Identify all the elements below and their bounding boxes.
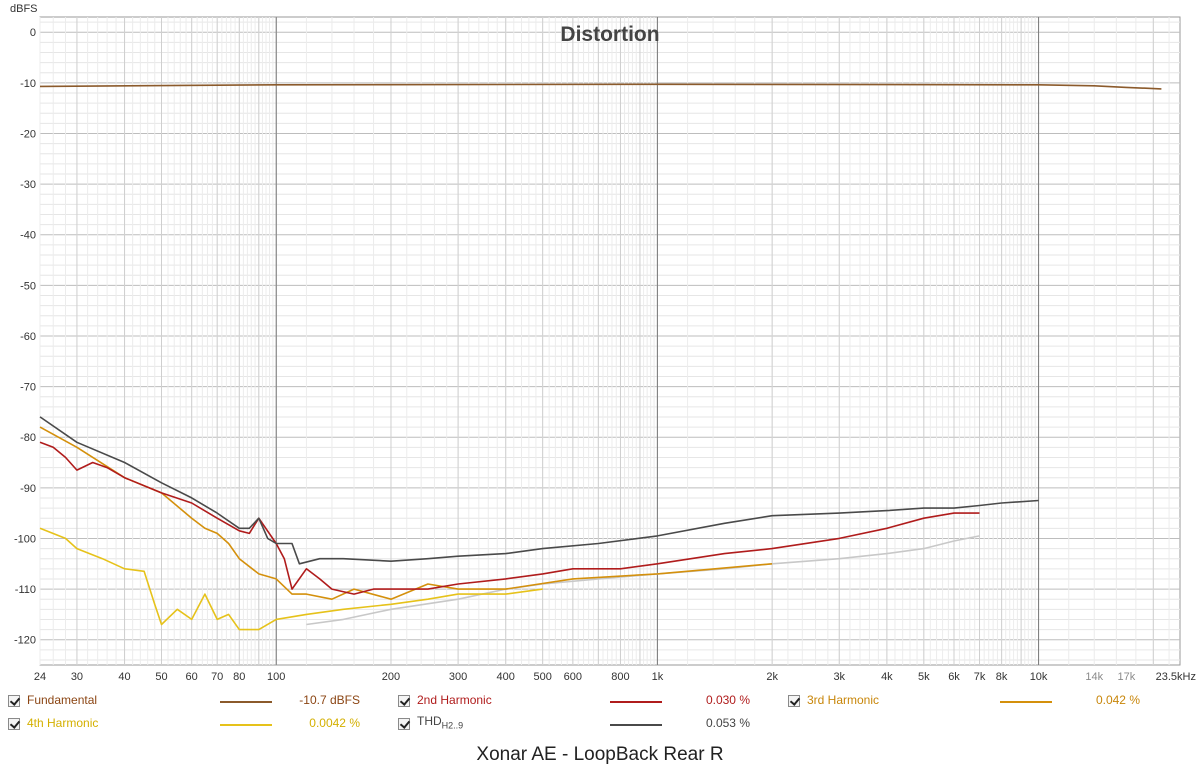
legend-4th-harmonic-label: 4th Harmonic bbox=[27, 716, 99, 730]
y-tick-label: -20 bbox=[20, 128, 36, 140]
legend-row-2: 4th Harmonic 0.0042 % THDH2..9 0.053 % bbox=[0, 714, 1200, 734]
series-line-2nd-harmonic bbox=[39, 441, 980, 595]
legend-3rd-harmonic-value: 0.042 % bbox=[1095, 693, 1140, 707]
legend-fundamental-swatch bbox=[220, 701, 272, 703]
checkbox-4th-harmonic[interactable] bbox=[8, 718, 20, 730]
y-tick-label: -50 bbox=[20, 280, 36, 292]
x-tick-label: 10k bbox=[1030, 671, 1048, 683]
x-tick-label: 14k bbox=[1085, 671, 1103, 683]
legend-3rd-harmonic[interactable] bbox=[788, 691, 800, 711]
legend-4th-harmonic-value: 0.0042 % bbox=[309, 716, 360, 730]
legend-row-1: Fundamental -10.7 dBFS 2nd Harmonic 0.03… bbox=[0, 691, 1200, 711]
x-tick-label: 80 bbox=[233, 671, 245, 683]
x-tick-label: 6k bbox=[948, 671, 960, 683]
y-tick-label: -30 bbox=[20, 179, 36, 191]
x-tick-label: 600 bbox=[564, 671, 582, 683]
x-tick-label: 300 bbox=[449, 671, 467, 683]
x-tick-label: 500 bbox=[533, 671, 551, 683]
y-tick-label: -120 bbox=[14, 635, 36, 647]
y-tick-label: -80 bbox=[20, 432, 36, 444]
legend-thd-label: THDH2..9 bbox=[417, 714, 463, 730]
checkbox-fundamental[interactable] bbox=[8, 695, 20, 707]
legend-3rd-harmonic-swatch bbox=[1000, 701, 1052, 703]
legend-thd-subscript: H2..9 bbox=[441, 720, 464, 731]
y-tick-label: -70 bbox=[20, 382, 36, 394]
x-tick-label: 40 bbox=[118, 671, 130, 683]
y-tick-label: -10 bbox=[20, 78, 36, 90]
x-tick-label: 30 bbox=[71, 671, 83, 683]
x-tick-label: 5k bbox=[918, 671, 930, 683]
x-tick-label: 200 bbox=[382, 671, 400, 683]
legend-2nd-harmonic-value: 0.030 % bbox=[705, 693, 750, 707]
y-tick-label: -60 bbox=[20, 331, 36, 343]
y-tick-label: 0 bbox=[30, 27, 36, 39]
x-tick-label: 8k bbox=[996, 671, 1008, 683]
x-tick-label: 17k bbox=[1118, 671, 1136, 683]
legend-4th-harmonic-swatch bbox=[220, 724, 272, 726]
checkbox-3rd-harmonic[interactable] bbox=[788, 695, 800, 707]
legend-4th-harmonic[interactable] bbox=[8, 714, 20, 734]
legend-thd-swatch bbox=[610, 724, 662, 726]
x-tick-label: 100 bbox=[267, 671, 285, 683]
x-tick-label: 50 bbox=[155, 671, 167, 683]
series-line-4th-harmonic bbox=[39, 527, 543, 631]
x-tick-label: 800 bbox=[611, 671, 629, 683]
x-tick-label: 70 bbox=[211, 671, 223, 683]
series-line-thd bbox=[39, 416, 1039, 565]
x-tick-label: 2k bbox=[766, 671, 778, 683]
x-tick-label: 3k bbox=[833, 671, 845, 683]
y-tick-label: -100 bbox=[14, 533, 36, 545]
checkbox-thd[interactable] bbox=[398, 718, 410, 730]
legend-2nd-harmonic-swatch bbox=[610, 701, 662, 703]
y-axis-label: dBFS bbox=[10, 3, 38, 15]
y-tick-label: -40 bbox=[20, 230, 36, 242]
x-tick-label: 24 bbox=[34, 671, 46, 683]
chart-title: Distortion bbox=[560, 23, 659, 46]
legend-thd-name: THD bbox=[417, 714, 442, 728]
legend-2nd-harmonic-label: 2nd Harmonic bbox=[417, 693, 492, 707]
series-line-fundamental bbox=[39, 83, 1162, 90]
x-tick-label: 23.5kHz bbox=[1156, 671, 1196, 683]
x-tick-label: 1k bbox=[652, 671, 664, 683]
plot-area bbox=[39, 16, 1181, 666]
legend-fundamental-value: -10.7 dBFS bbox=[299, 693, 360, 707]
legend-fundamental-label: Fundamental bbox=[27, 693, 98, 707]
series-line-3rd-harmonic bbox=[39, 426, 773, 601]
x-tick-label: 7k bbox=[974, 671, 986, 683]
x-tick-label: 4k bbox=[881, 671, 893, 683]
legend-fundamental[interactable] bbox=[8, 691, 20, 711]
checkbox-2nd-harmonic[interactable] bbox=[398, 695, 410, 707]
legend-thd-value: 0.053 % bbox=[705, 716, 750, 730]
y-tick-label: -90 bbox=[20, 483, 36, 495]
x-tick-label: 60 bbox=[186, 671, 198, 683]
y-tick-label: -110 bbox=[15, 584, 36, 596]
x-tick-label: 400 bbox=[497, 671, 515, 683]
distortion-chart: 0 -10 -20 -30 -40 -50 -60 -70 -80 -90 -100 -110 -120… bbox=[10, 3, 1196, 683]
chart-footer-title: Xonar AE - LoopBack Rear R bbox=[476, 744, 724, 765]
legend-2nd-harmonic[interactable] bbox=[398, 691, 410, 711]
legend-3rd-harmonic-label: 3rd Harmonic bbox=[807, 693, 880, 707]
legend-thd[interactable] bbox=[398, 714, 410, 734]
